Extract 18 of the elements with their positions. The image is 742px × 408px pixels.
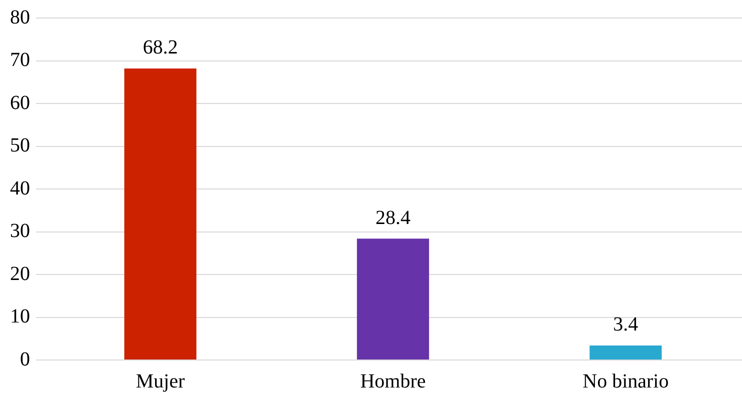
data-label: 28.4 bbox=[376, 206, 410, 229]
y-tick-label: 80 bbox=[10, 6, 30, 28]
bar bbox=[356, 238, 430, 360]
y-tick-label: 20 bbox=[10, 262, 30, 285]
data-label: 3.4 bbox=[613, 314, 638, 336]
data-label: 68.2 bbox=[142, 36, 178, 59]
bar bbox=[124, 68, 196, 360]
y-tick-label: 0 bbox=[20, 348, 30, 370]
y-tick-label: 60 bbox=[10, 92, 30, 114]
x-tick-label: Mujer bbox=[136, 370, 186, 392]
bar bbox=[590, 345, 662, 360]
y-tick-label: 30 bbox=[10, 220, 30, 242]
y-tick-label: 50 bbox=[10, 134, 30, 156]
y-tick-label: 70 bbox=[10, 49, 30, 71]
y-tick-label: 10 bbox=[10, 306, 30, 328]
y-tick-label: 40 bbox=[10, 177, 30, 200]
x-tick-label: No binario bbox=[582, 370, 669, 392]
x-tick-label: Hombre bbox=[360, 370, 426, 392]
